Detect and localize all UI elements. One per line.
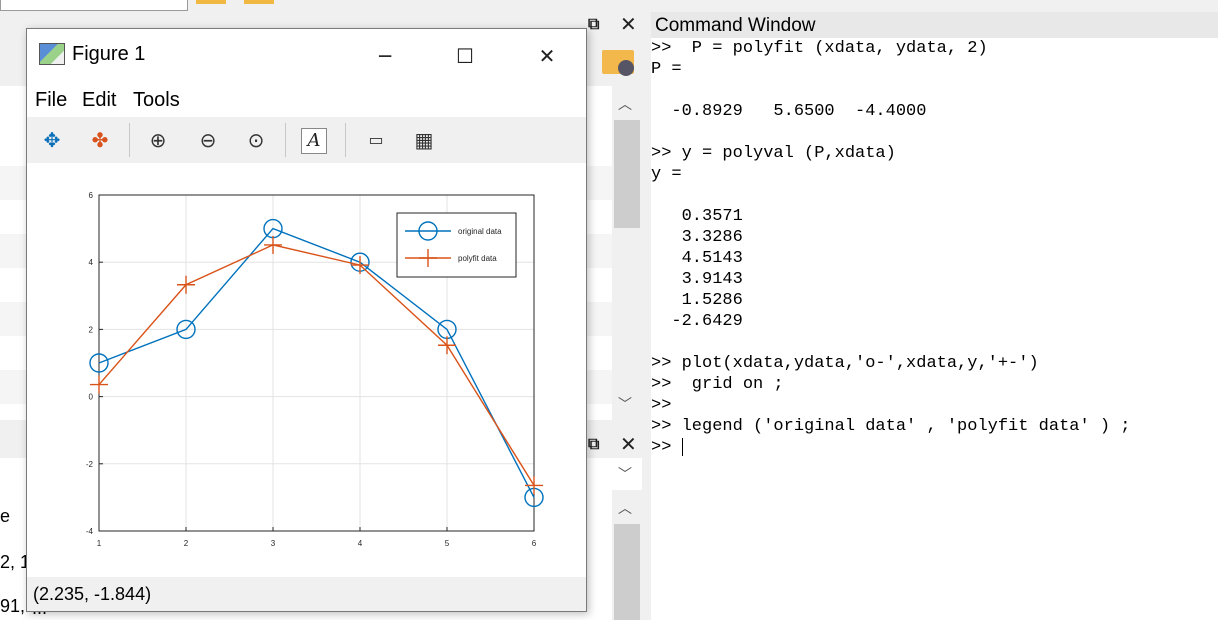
command-line xyxy=(651,80,1218,101)
zoom-out-icon[interactable]: ⊖ xyxy=(199,128,217,152)
rotate-3d-icon[interactable]: ✤ xyxy=(91,128,109,152)
undock-icon[interactable]: ⧉ xyxy=(588,434,600,453)
grid-icon[interactable]: ▦ xyxy=(414,128,434,152)
scroll-up-icon[interactable]: ︿ xyxy=(618,501,632,517)
address-field[interactable] xyxy=(0,0,188,11)
legend-marker-circle xyxy=(418,221,438,241)
figure-window[interactable]: Figure 1 ─ ☐ ✕ File Edit Tools ✥ ✤ ⊕ ⊖ ⊙… xyxy=(26,28,587,612)
y-tick-label: 4 xyxy=(89,258,94,267)
data-point-original xyxy=(176,319,196,340)
command-line: >> legend ('original data' , 'polyfit da… xyxy=(651,417,1131,436)
legend-box xyxy=(396,212,517,278)
y-tick-label: -4 xyxy=(86,527,94,536)
figure-title: Figure 1 xyxy=(72,43,146,65)
command-line xyxy=(651,122,1218,143)
pointer-coordinates: (2.235, -1.844) xyxy=(27,577,586,611)
chevron-down-icon[interactable]: ﹀ xyxy=(618,467,632,483)
series-line-1 xyxy=(98,227,535,498)
restore-view-icon[interactable]: ⊙ xyxy=(247,128,265,152)
maximize-icon[interactable]: ☐ xyxy=(456,44,474,68)
x-tick-label: 1 xyxy=(97,539,102,548)
scroll-down-icon[interactable]: ﹀ xyxy=(618,397,632,413)
menu-edit[interactable]: Edit xyxy=(82,89,117,111)
undock-icon[interactable]: ⧉ xyxy=(588,14,600,33)
command-line: >> xyxy=(651,396,672,415)
x-tick-label: 6 xyxy=(532,539,537,548)
pan-icon[interactable]: ✥ xyxy=(43,128,61,152)
scroll-thumb[interactable] xyxy=(614,524,640,620)
menu-file[interactable]: File xyxy=(35,89,68,111)
close-icon[interactable]: ✕ xyxy=(620,432,637,456)
command-line: >> y = polyval (P,xdata) xyxy=(651,144,896,163)
data-point-original xyxy=(89,353,109,373)
workspace-text: e xyxy=(0,506,11,526)
scroll-thumb[interactable] xyxy=(614,120,640,228)
x-tick-label: 2 xyxy=(184,539,189,548)
command-line: >> plot(xdata,ydata,'o-',xdata,y,'+-') xyxy=(651,354,1039,373)
figure-titlebar[interactable]: Figure 1 ─ ☐ ✕ xyxy=(27,29,586,83)
data-point-polyfit xyxy=(525,476,543,495)
command-line: >> grid on ; xyxy=(651,375,784,394)
close-icon[interactable]: ✕ xyxy=(538,44,556,68)
zoom-in-icon[interactable]: ⊕ xyxy=(149,128,167,152)
y-tick-label: 0 xyxy=(89,393,94,402)
text-cursor xyxy=(681,437,683,456)
figure-app-icon xyxy=(39,43,65,65)
close-icon[interactable]: ✕ xyxy=(620,12,637,36)
data-point-polyfit xyxy=(438,336,456,355)
command-line: 3.3286 xyxy=(651,228,743,247)
data-point-polyfit xyxy=(264,235,282,254)
command-line: y = xyxy=(651,165,682,184)
x-tick-label: 5 xyxy=(445,539,450,548)
command-window-output[interactable]: >> P = polyfit (xdata, ydata, 2) P = -0.8… xyxy=(651,38,1218,458)
command-line xyxy=(651,185,1218,206)
desktop-toolbar xyxy=(0,0,1218,12)
plot-legend: original data polyfit data xyxy=(396,212,517,278)
command-line: >> xyxy=(651,437,683,457)
command-window-title: Command Window xyxy=(651,12,1218,38)
command-line: 4.5143 xyxy=(651,249,743,268)
scroll-up-icon[interactable]: ︿ xyxy=(618,97,632,113)
insert-text-icon[interactable]: A xyxy=(301,128,327,154)
command-window[interactable]: Command Window >> P = polyfit (xdata, yd… xyxy=(651,12,1218,620)
command-line: P = xyxy=(651,60,682,79)
figure-toolbar: ✥ ✤ ⊕ ⊖ ⊙ A ▭ ▦ xyxy=(27,117,586,163)
y-tick-label: 6 xyxy=(89,191,94,200)
y-tick-label: 2 xyxy=(89,325,94,334)
toolbar-folder-icon-2[interactable] xyxy=(244,0,274,4)
legend-icon[interactable]: ▭ xyxy=(368,130,384,149)
minimize-icon[interactable]: ─ xyxy=(378,44,392,68)
data-point-polyfit xyxy=(177,275,195,294)
series-line-2 xyxy=(98,244,535,486)
workspace-text: 91, xyxy=(0,596,26,616)
folder-settings-icon[interactable] xyxy=(600,44,638,80)
plot-series xyxy=(89,218,544,508)
command-line: -0.8929 5.6500 -4.4000 xyxy=(651,102,927,121)
plot-area[interactable]: 1 2 3 4 5 6 6 4 2 0 -2 -4 original data polyfit data xyxy=(27,163,586,577)
legend-entry-label: polyfit data xyxy=(458,254,497,263)
x-tick-label: 3 xyxy=(271,539,276,548)
figure-menubar: File Edit Tools xyxy=(27,85,586,115)
legend-entry-label: original data xyxy=(458,227,502,236)
command-line: 3.9143 xyxy=(651,270,743,289)
y-tick-label: -2 xyxy=(86,460,94,469)
data-point-polyfit xyxy=(351,256,369,275)
data-point-polyfit xyxy=(90,375,108,394)
plot-ticks: 1 2 3 4 5 6 6 4 2 0 -2 -4 xyxy=(86,191,537,548)
command-line: -2.6429 xyxy=(651,312,743,331)
lower-scrollbar[interactable]: ︿ xyxy=(612,490,642,620)
toolbar-folder-icon[interactable] xyxy=(196,0,226,4)
menu-tools[interactable]: Tools xyxy=(133,89,180,111)
command-line: 0.3571 xyxy=(651,207,743,226)
command-line xyxy=(651,332,1218,353)
command-line: 1.5286 xyxy=(651,291,743,310)
workspace-scrollbar[interactable]: ︿ ﹀ xyxy=(612,86,642,420)
x-tick-label: 4 xyxy=(358,539,363,548)
command-line: >> P = polyfit (xdata, ydata, 2) xyxy=(651,39,988,58)
